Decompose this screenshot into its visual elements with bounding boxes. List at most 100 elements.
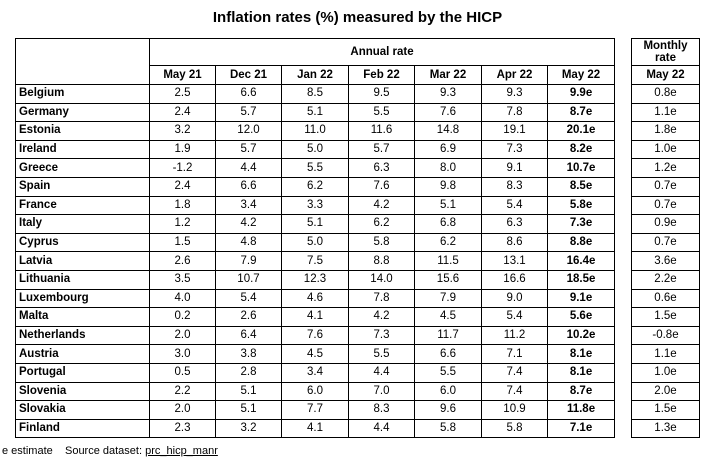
annual-rate-cell: 6.4 — [215, 325, 282, 346]
country-name: Malta — [15, 307, 150, 327]
source-dataset-link[interactable]: prc_hicp_manr — [145, 445, 218, 457]
annual-rate-cell: 8.5e — [546, 176, 616, 197]
annual-rate-cell: 5.8 — [348, 232, 415, 253]
monthly-rate-cell: 1.0e — [631, 362, 700, 383]
annual-rate-cell: 4.1 — [281, 307, 349, 327]
annual-rate-cell: 12.3 — [281, 269, 349, 290]
annual-rate-cell: 9.1 — [481, 158, 548, 178]
annual-rate-cell: 4.6 — [281, 288, 349, 309]
table-row: 0.8e — [631, 84, 700, 104]
annual-rate-cell: 5.5 — [414, 362, 482, 383]
table-row: Germany 2.4 5.7 5.1 5.5 7.6 7.8 8.7e — [15, 102, 616, 123]
annual-rate-cell: 3.2 — [215, 418, 282, 439]
monthly-rate-cell: 3.6e — [631, 251, 700, 271]
annual-rate-cell: 15.6 — [414, 269, 482, 290]
monthly-rate-cell: 1.5e — [631, 307, 700, 327]
monthly-rate-cell: 1.5e — [631, 400, 700, 420]
annual-rate-cell: 2.3 — [149, 418, 216, 439]
annual-rate-cell: 2.6 — [215, 307, 282, 327]
annual-rate-cell: 5.7 — [348, 139, 415, 160]
table-row: 1.1e — [631, 344, 700, 364]
annual-rate-cell: 6.2 — [348, 214, 415, 234]
annual-rate-cell: 7.6 — [348, 176, 415, 197]
annual-rate-cell: 10.7 — [215, 269, 282, 290]
annual-rate-cell: 2.6 — [149, 251, 216, 271]
annual-rate-cell: 5.8e — [546, 195, 616, 216]
annual-rate-cell: 8.0 — [414, 158, 482, 178]
table-row: 1.5e — [631, 400, 700, 420]
annual-rate-cell: 6.2 — [414, 232, 482, 253]
annual-rate-cell: 2.2 — [149, 381, 216, 402]
table-row: Portugal 0.5 2.8 3.4 4.4 5.5 7.4 8.1e — [15, 362, 616, 383]
monthly-rate-cell: 0.8e — [631, 84, 700, 104]
column-header: Mar 22 — [414, 65, 482, 85]
annual-rate-cell: 10.7e — [546, 158, 616, 178]
monthly-rate-cell: 0.7e — [631, 195, 700, 216]
annual-rate-cell: 3.5 — [149, 269, 216, 290]
country-name: Belgium — [15, 84, 150, 104]
annual-rate-cell: 5.7 — [215, 139, 282, 160]
annual-rate-cell: 4.4 — [215, 158, 282, 178]
annual-rate-cell: 7.0 — [348, 381, 415, 402]
annual-rate-cell: 5.7 — [215, 102, 282, 123]
monthly-rate-cell: 1.8e — [631, 121, 700, 141]
table-row: 0.7e — [631, 195, 700, 216]
annual-rate-cell: 3.8 — [215, 344, 282, 364]
annual-rate-cell: 5.1 — [215, 400, 282, 420]
country-name: Lithuania — [15, 269, 150, 290]
annual-rate-cell: 8.5 — [281, 84, 349, 104]
annual-rate-cell: 5.5 — [281, 158, 349, 178]
annual-rate-cell: 7.6 — [281, 325, 349, 346]
annual-rate-cell: 6.3 — [481, 214, 548, 234]
table-row: France 1.8 3.4 3.3 4.2 5.1 5.4 5.8e — [15, 195, 616, 216]
annual-rate-cell: 9.0 — [481, 288, 548, 309]
annual-rate-cell: 6.6 — [215, 84, 282, 104]
monthly-rate-header: Monthly rate — [631, 38, 700, 66]
annual-rate-cell: 7.3e — [546, 214, 616, 234]
country-name: Luxembourg — [15, 288, 150, 309]
annual-rate-cell: 7.7 — [281, 400, 349, 420]
column-header: Feb 22 — [348, 65, 415, 85]
monthly-rate-cell: 1.1e — [631, 344, 700, 364]
annual-rate-cell: 2.0 — [149, 325, 216, 346]
annual-rate-cell: 2.0 — [149, 400, 216, 420]
table-row: Ireland 1.9 5.7 5.0 5.7 6.9 7.3 8.2e — [15, 139, 616, 160]
annual-rate-cell: 8.7e — [546, 102, 616, 123]
table-row: 1.0e — [631, 362, 700, 383]
annual-rate-cell: 6.6 — [215, 176, 282, 197]
column-header: May 22 — [546, 65, 616, 85]
annual-rate-cell: 5.5 — [348, 344, 415, 364]
annual-rate-cell: 9.3 — [481, 84, 548, 104]
annual-rate-cell: 11.2 — [481, 325, 548, 346]
annual-rate-cell: 8.1e — [546, 362, 616, 383]
annual-rate-cell: 5.1 — [414, 195, 482, 216]
annual-rate-cell: 8.2e — [546, 139, 616, 160]
annual-rate-cell: 9.6 — [414, 400, 482, 420]
table-row: Spain 2.4 6.6 6.2 7.6 9.8 8.3 8.5e — [15, 176, 616, 197]
annual-rate-cell: 5.4 — [481, 307, 548, 327]
annual-rate-cell: 7.1e — [546, 418, 616, 439]
table-row: Latvia 2.6 7.9 7.5 8.8 11.5 13.1 16.4e — [15, 251, 616, 271]
annual-rate-cell: 9.8 — [414, 176, 482, 197]
annual-rate-cell: 11.5 — [414, 251, 482, 271]
monthly-column-header: May 22 — [631, 65, 700, 85]
column-header: Jan 22 — [281, 65, 349, 85]
monthly-rate-cell: 0.7e — [631, 176, 700, 197]
footer: e estimate Source dataset: prc_hicp_manr — [2, 445, 218, 457]
annual-rate-cell: 4.4 — [348, 418, 415, 439]
annual-rate-cell: 5.8 — [481, 418, 548, 439]
monthly-rate-cell: -0.8e — [631, 325, 700, 346]
table-row: Austria 3.0 3.8 4.5 5.5 6.6 7.1 8.1e — [15, 344, 616, 364]
annual-rate-cell: 18.5e — [546, 269, 616, 290]
country-name: Ireland — [15, 139, 150, 160]
annual-rate-cell: 9.3 — [414, 84, 482, 104]
annual-rate-cell: 2.4 — [149, 102, 216, 123]
annual-rate-cell: 8.1e — [546, 344, 616, 364]
annual-rate-cell: 9.1e — [546, 288, 616, 309]
annual-rate-cell: 7.4 — [481, 381, 548, 402]
monthly-rate-table: Monthly rate May 22 0.8e 1.1e 1.8e 1.0e 1.2e… — [631, 38, 700, 439]
annual-rate-cell: 19.1 — [481, 121, 548, 141]
annual-rate-cell: 0.2 — [149, 307, 216, 327]
annual-rate-cell: 14.8 — [414, 121, 482, 141]
annual-rate-cell: 2.4 — [149, 176, 216, 197]
